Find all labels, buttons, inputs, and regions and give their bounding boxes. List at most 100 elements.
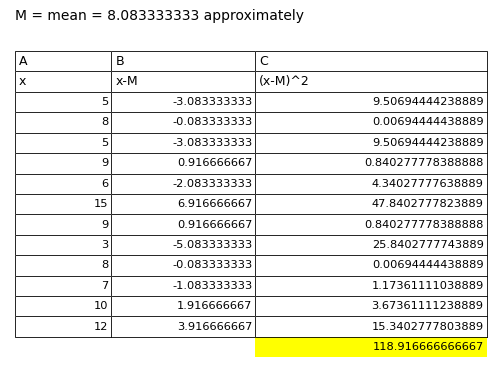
Bar (111, 174, 255, 194)
Bar (255, 153, 486, 174)
Bar (255, 337, 486, 357)
Bar (111, 235, 255, 255)
Bar (111, 51, 255, 71)
Bar (15, 235, 111, 255)
Text: -5.083333333: -5.083333333 (172, 240, 252, 250)
Bar (255, 276, 486, 296)
Bar (15, 255, 111, 276)
Bar (15, 276, 111, 296)
Bar (15, 133, 111, 153)
Bar (111, 255, 255, 276)
Bar (255, 296, 486, 316)
Text: -3.083333333: -3.083333333 (172, 97, 252, 107)
Bar (255, 235, 486, 255)
Bar (15, 133, 111, 153)
Text: x: x (19, 75, 26, 88)
Bar (15, 296, 111, 316)
Text: 0.00694444438889: 0.00694444438889 (371, 260, 483, 270)
Bar (255, 51, 486, 71)
Bar (255, 133, 486, 153)
Bar (111, 316, 255, 337)
Bar (255, 255, 486, 276)
Bar (255, 174, 486, 194)
Bar (255, 316, 486, 337)
Text: 12: 12 (94, 322, 108, 332)
Bar (255, 276, 486, 296)
Bar (111, 316, 255, 337)
Bar (15, 296, 111, 316)
Bar (111, 276, 255, 296)
Bar (15, 112, 111, 133)
Bar (111, 214, 255, 235)
Bar (111, 71, 255, 92)
Bar (15, 92, 111, 112)
Text: 9.50694444238889: 9.50694444238889 (371, 138, 483, 148)
Bar (15, 174, 111, 194)
Bar (111, 214, 255, 235)
Text: 0.00694444438889: 0.00694444438889 (371, 118, 483, 127)
Text: 5: 5 (101, 138, 108, 148)
Bar (15, 255, 111, 276)
Bar (15, 194, 111, 214)
Bar (15, 71, 111, 92)
Bar (111, 255, 255, 276)
Bar (255, 51, 486, 71)
Text: 25.8402777743889: 25.8402777743889 (371, 240, 483, 250)
Bar (255, 296, 486, 316)
Text: 8: 8 (101, 118, 108, 127)
Bar (15, 51, 111, 71)
Text: 3: 3 (101, 240, 108, 250)
Bar (111, 112, 255, 133)
Bar (255, 112, 486, 133)
Bar (111, 194, 255, 214)
Text: 8: 8 (101, 260, 108, 270)
Bar (111, 133, 255, 153)
Bar (15, 214, 111, 235)
Bar (111, 153, 255, 174)
Bar (111, 153, 255, 174)
Text: 0.916666667: 0.916666667 (177, 158, 252, 168)
Text: A: A (19, 55, 27, 68)
Text: -1.083333333: -1.083333333 (172, 281, 252, 291)
Bar (111, 92, 255, 112)
Text: 15.3402777803889: 15.3402777803889 (371, 322, 483, 332)
Bar (111, 51, 255, 71)
Bar (15, 235, 111, 255)
Bar (111, 194, 255, 214)
Bar (15, 276, 111, 296)
Bar (255, 316, 486, 337)
Text: 9: 9 (101, 158, 108, 168)
Bar (255, 235, 486, 255)
Text: M = mean = 8.083333333 approximately: M = mean = 8.083333333 approximately (15, 9, 303, 23)
Text: B: B (115, 55, 123, 68)
Text: 3.67361111238889: 3.67361111238889 (371, 301, 483, 311)
Bar (111, 92, 255, 112)
Text: -0.083333333: -0.083333333 (172, 260, 252, 270)
Bar (111, 296, 255, 316)
Bar (15, 316, 111, 337)
Text: 9: 9 (101, 220, 108, 229)
Bar (255, 92, 486, 112)
Bar (255, 153, 486, 174)
Bar (111, 276, 255, 296)
Bar (15, 174, 111, 194)
Text: 10: 10 (94, 301, 108, 311)
Bar (15, 153, 111, 174)
Text: 9.50694444238889: 9.50694444238889 (371, 97, 483, 107)
Text: -0.083333333: -0.083333333 (172, 118, 252, 127)
Bar (255, 194, 486, 214)
Text: 47.8402777823889: 47.8402777823889 (371, 199, 483, 209)
Bar (15, 92, 111, 112)
Text: x-M: x-M (115, 75, 138, 88)
Bar (111, 296, 255, 316)
Bar (15, 316, 111, 337)
Bar (15, 153, 111, 174)
Text: C: C (259, 55, 267, 68)
Bar (111, 71, 255, 92)
Bar (255, 92, 486, 112)
Bar (15, 194, 111, 214)
Text: 15: 15 (94, 199, 108, 209)
Bar (255, 214, 486, 235)
Bar (15, 71, 111, 92)
Text: (x-M)^2: (x-M)^2 (259, 75, 309, 88)
